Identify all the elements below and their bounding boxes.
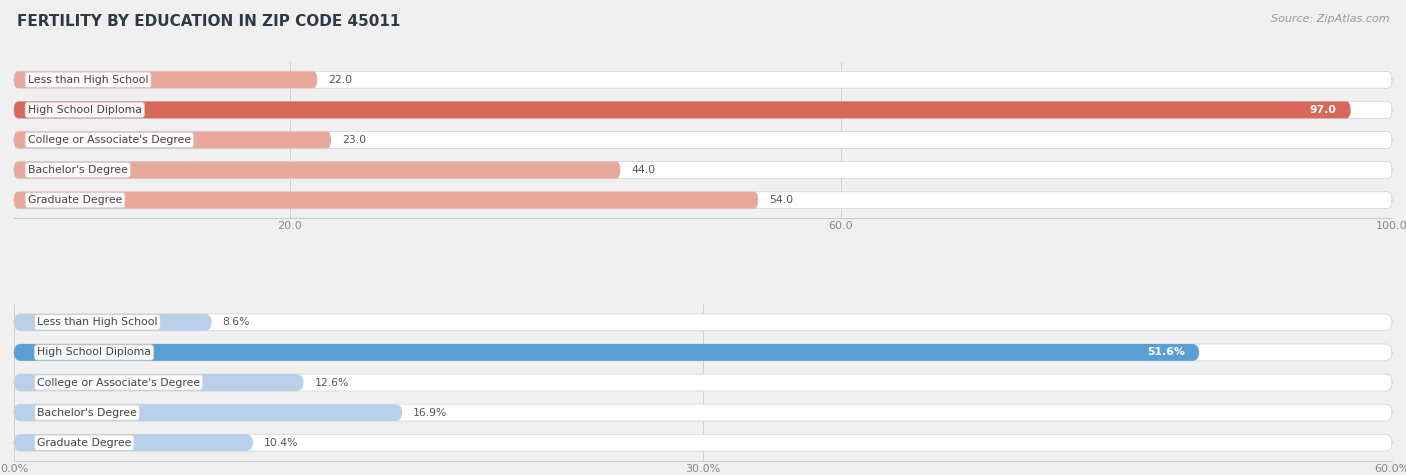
FancyBboxPatch shape (14, 192, 1392, 209)
Text: High School Diploma: High School Diploma (28, 105, 142, 115)
Text: College or Associate's Degree: College or Associate's Degree (28, 135, 191, 145)
Text: College or Associate's Degree: College or Associate's Degree (37, 378, 200, 388)
Text: 44.0: 44.0 (631, 165, 655, 175)
Text: 51.6%: 51.6% (1147, 347, 1185, 357)
Text: 12.6%: 12.6% (315, 378, 349, 388)
FancyBboxPatch shape (14, 71, 318, 88)
FancyBboxPatch shape (14, 374, 1392, 391)
Text: 97.0: 97.0 (1310, 105, 1337, 115)
FancyBboxPatch shape (14, 344, 1392, 361)
FancyBboxPatch shape (14, 71, 1392, 88)
FancyBboxPatch shape (14, 132, 330, 148)
FancyBboxPatch shape (14, 314, 212, 331)
Text: Source: ZipAtlas.com: Source: ZipAtlas.com (1271, 14, 1389, 24)
FancyBboxPatch shape (14, 162, 1392, 179)
Text: Less than High School: Less than High School (37, 317, 157, 327)
Text: High School Diploma: High School Diploma (37, 347, 150, 357)
Text: Bachelor's Degree: Bachelor's Degree (37, 408, 136, 418)
Text: Bachelor's Degree: Bachelor's Degree (28, 165, 128, 175)
FancyBboxPatch shape (14, 374, 304, 391)
Text: 16.9%: 16.9% (413, 408, 447, 418)
FancyBboxPatch shape (14, 404, 402, 421)
Text: 10.4%: 10.4% (264, 437, 298, 448)
Text: 8.6%: 8.6% (222, 317, 250, 327)
FancyBboxPatch shape (14, 132, 1392, 148)
FancyBboxPatch shape (14, 404, 1392, 421)
Text: 23.0: 23.0 (342, 135, 366, 145)
FancyBboxPatch shape (14, 344, 1199, 361)
Text: FERTILITY BY EDUCATION IN ZIP CODE 45011: FERTILITY BY EDUCATION IN ZIP CODE 45011 (17, 14, 401, 29)
FancyBboxPatch shape (14, 102, 1351, 118)
FancyBboxPatch shape (14, 162, 620, 179)
Text: Less than High School: Less than High School (28, 75, 149, 85)
Text: Graduate Degree: Graduate Degree (28, 195, 122, 205)
FancyBboxPatch shape (14, 434, 253, 451)
FancyBboxPatch shape (14, 434, 1392, 451)
Text: 54.0: 54.0 (769, 195, 793, 205)
FancyBboxPatch shape (14, 314, 1392, 331)
Text: Graduate Degree: Graduate Degree (37, 437, 131, 448)
FancyBboxPatch shape (14, 102, 1392, 118)
Text: 22.0: 22.0 (328, 75, 353, 85)
FancyBboxPatch shape (14, 192, 758, 209)
